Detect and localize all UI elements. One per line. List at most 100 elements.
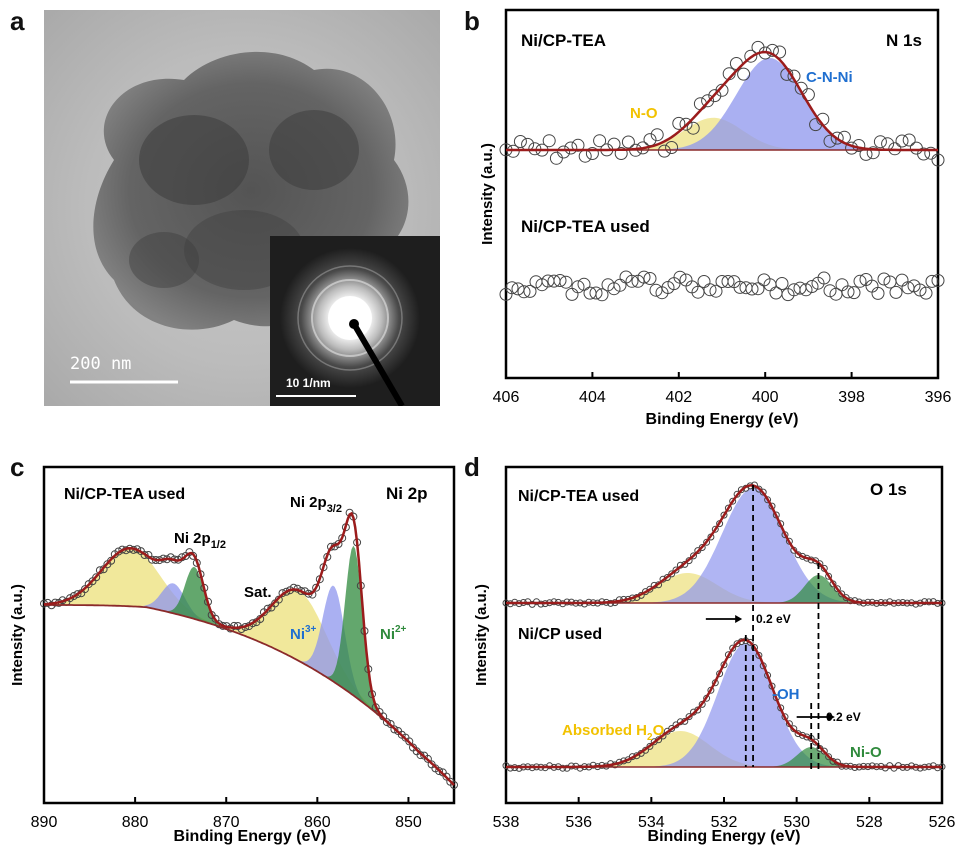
chart-b-n1s: 406 404 402 400 398 396 Ni/CP-TEA N 1s Ni/CP-… xyxy=(479,8,952,428)
b-bottom-point-18 xyxy=(607,282,621,296)
b-bottom-point-53 xyxy=(817,271,831,285)
panel-letter-d: d xyxy=(464,452,480,482)
b-top-point-25 xyxy=(679,117,693,131)
c-point-103 xyxy=(423,754,432,763)
b-top-point-24 xyxy=(672,116,686,130)
b-tick-label-400: 400 xyxy=(752,389,779,406)
peak-label-c-p12: Ni 2p1/2 xyxy=(174,530,226,551)
b-bottom-point-3 xyxy=(517,285,531,299)
c-tick-label-880: 880 xyxy=(122,814,149,831)
y-axis-label-b: Intensity (a.u.) xyxy=(479,143,496,245)
c-point-93 xyxy=(386,720,395,728)
b-bottom-point-33 xyxy=(697,275,711,288)
c-tick-label-890: 890 xyxy=(31,814,58,831)
b-bottom-point-23 xyxy=(637,270,651,284)
element-label-c: Ni 2p xyxy=(386,484,428,503)
inset-scale-bar-label: 10 1/nm xyxy=(286,376,331,390)
d-top-point-48 xyxy=(711,525,719,533)
c-fill-sat32 xyxy=(44,589,454,785)
b-bottom-point-25 xyxy=(649,283,663,297)
b-bottom-point-71 xyxy=(925,274,939,288)
c-point-60 xyxy=(263,604,272,613)
d-top-point-37 xyxy=(663,574,671,581)
b-top-point-33 xyxy=(737,67,751,81)
b-bottom-point-51 xyxy=(805,280,819,293)
c-point-106 xyxy=(435,767,444,776)
d-top-point-33 xyxy=(646,585,654,593)
element-label-d: O 1s xyxy=(870,480,907,499)
scale-bar-label: 200 nm xyxy=(70,354,132,374)
c-point-46 xyxy=(211,614,220,623)
b-top-point-28 xyxy=(701,94,715,108)
b-top-point-8 xyxy=(557,145,571,159)
b-top-point-51 xyxy=(866,146,880,160)
c-point-98 xyxy=(405,737,414,746)
b-bottom-point-41 xyxy=(745,282,759,296)
b-top-point-37 xyxy=(765,43,779,57)
b-tick-label-396: 396 xyxy=(925,389,952,406)
d-tick-label-534: 534 xyxy=(638,814,665,831)
d-bottom-point-73 xyxy=(820,747,828,755)
b-bottom-point-35 xyxy=(709,284,723,298)
d-bottom-point-98 xyxy=(929,762,937,770)
d-top-point-88 xyxy=(886,598,894,606)
b-bottom-point-59 xyxy=(853,274,867,288)
sample-label-b-top: Ni/CP-TEA xyxy=(521,31,606,50)
d-top-point-43 xyxy=(690,552,697,560)
c-point-67 xyxy=(289,583,298,592)
b-top-point-3 xyxy=(521,137,535,151)
b-bottom-point-70 xyxy=(919,286,933,300)
b-bottom-point-16 xyxy=(595,288,609,302)
d-bottom-point-53 xyxy=(733,640,741,648)
b-top-point-30 xyxy=(715,83,729,97)
d-tick-label-538: 538 xyxy=(493,814,520,831)
d-bottom-point-17 xyxy=(576,764,584,772)
b-top-point-23 xyxy=(665,141,679,154)
d-bottom-point-42 xyxy=(685,713,693,721)
b-top-point-29 xyxy=(708,89,722,103)
plot-frame-c xyxy=(42,465,456,805)
b-bottom-point-69 xyxy=(913,283,927,297)
element-label-b: N 1s xyxy=(886,31,922,50)
y-axis-label-c: Intensity (a.u.) xyxy=(9,584,26,686)
b-bottom-point-46 xyxy=(775,277,789,290)
c-point-9 xyxy=(73,590,82,599)
b-bottom-point-63 xyxy=(877,272,891,286)
b-bottom-point-12 xyxy=(571,280,585,294)
d-top-point-68 xyxy=(799,552,806,560)
b-top-point-26 xyxy=(686,121,700,135)
x-axis-label-b: Binding Energy (eV) xyxy=(646,411,799,428)
b-bottom-point-65 xyxy=(889,285,903,299)
c-tick-label-860: 860 xyxy=(304,814,331,831)
c-point-73 xyxy=(312,583,321,592)
b-top-point-56 xyxy=(902,133,916,147)
d-tick-label-532: 532 xyxy=(711,814,738,831)
b-bottom-point-37 xyxy=(721,275,735,288)
c-fill-ni3-32 xyxy=(44,585,454,785)
d-bottom-fill-nio xyxy=(506,747,942,767)
b-bottom-point-10 xyxy=(559,275,573,289)
d-top-point-59 xyxy=(759,488,767,496)
peak-label-c-ni3: Ni3+ xyxy=(290,624,317,643)
d-shift-arrowhead-1 xyxy=(735,615,743,623)
c-point-18 xyxy=(107,556,116,565)
plot-frame-b xyxy=(504,8,940,380)
b-top-point-58 xyxy=(917,147,931,161)
b-top-point-2 xyxy=(513,135,527,148)
b-bottom-point-50 xyxy=(799,283,813,297)
b-top-point-55 xyxy=(895,134,909,148)
c-point-77 xyxy=(327,542,335,551)
d-bottom-point-33 xyxy=(646,742,654,750)
d-top-point-77 xyxy=(838,590,846,598)
c-point-65 xyxy=(282,587,291,596)
b-bottom-point-58 xyxy=(847,286,861,300)
b-fit-line xyxy=(506,50,938,152)
b-top-point-38 xyxy=(773,45,787,59)
d-bottom-point-74 xyxy=(825,753,833,761)
b-bottom-point-72 xyxy=(931,274,945,287)
b-top-point-27 xyxy=(693,97,707,111)
shift-label-d-2: 0.2 eV xyxy=(826,710,861,724)
peak-label-c-p32: Ni 2p3/2 xyxy=(290,494,342,515)
c-point-110 xyxy=(450,781,458,789)
d-top-point-74 xyxy=(825,572,833,580)
